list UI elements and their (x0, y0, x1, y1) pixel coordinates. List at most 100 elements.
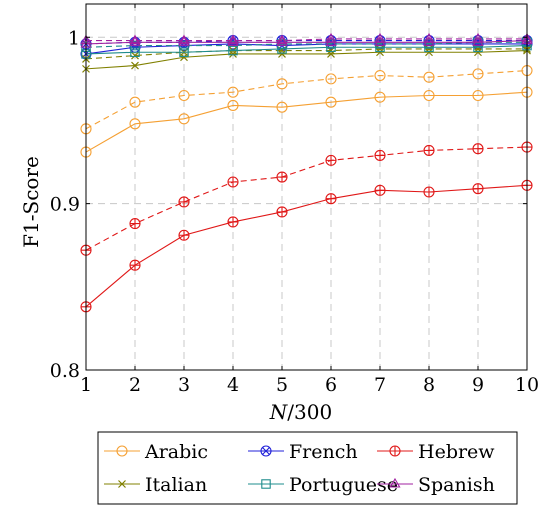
point-hebrew-dashed-4 (227, 176, 239, 188)
series-layer (80, 32, 533, 313)
series-arabic-dashed (80, 64, 533, 135)
point-spanish-solid-3 (178, 36, 190, 46)
legend-label-hebrew: Hebrew (418, 441, 495, 463)
x-tick-label-9: 9 (472, 374, 484, 396)
x-tick-label-5: 5 (276, 374, 288, 396)
point-arabic-dashed-7 (374, 69, 386, 82)
point-arabic-solid-3 (178, 113, 190, 125)
series-hebrew-solid (80, 179, 533, 313)
legend: Arabic French Hebrew Italian Portuguese Spani… (97, 431, 518, 505)
point-spanish-dashed-2 (129, 34, 141, 45)
point-italian-solid-9 (474, 48, 482, 57)
x-tick-label-3: 3 (178, 374, 190, 396)
point-italian-solid-2 (131, 61, 139, 70)
point-spanish-dashed-9 (472, 32, 484, 43)
x-tick-label-4: 4 (227, 374, 239, 396)
point-spanish-dashed-6 (325, 32, 337, 43)
point-spanish-dashed-4 (227, 34, 239, 45)
legend-item-french: French (248, 441, 358, 463)
point-hebrew-dashed-2 (129, 218, 141, 230)
point-spanish-dashed-3 (178, 34, 190, 45)
point-arabic-solid-6 (325, 96, 337, 108)
x-tick-label-6: 6 (325, 374, 337, 396)
point-hebrew-dashed-6 (325, 154, 337, 166)
point-hebrew-solid-9 (472, 183, 484, 195)
x-tick-label-8: 8 (423, 374, 435, 396)
series-line-italian-dashed (85, 48, 527, 60)
legend-label-italian: Italian (145, 474, 207, 496)
series-line-italian-solid (85, 50, 528, 70)
point-arabic-dashed-5 (276, 78, 288, 90)
point-arabic-solid-8 (423, 89, 435, 102)
series-hebrew-dashed (80, 141, 533, 256)
legend-item-arabic: Arabic (104, 441, 208, 463)
point-hebrew-dashed-3 (178, 196, 190, 208)
series-line-portuguese-dashed (85, 41, 527, 48)
point-spanish-dashed-7 (374, 32, 386, 43)
legend-marker-french (260, 445, 272, 457)
point-spanish-dashed-8 (423, 32, 435, 43)
series-line-arabic-dashed (85, 69, 528, 130)
point-spanish-solid-5 (276, 36, 288, 46)
legend-marker-hebrew (389, 445, 401, 457)
series-line-hebrew-solid (85, 184, 528, 308)
series-line-french-solid (85, 43, 527, 55)
grid (86, 4, 527, 370)
point-italian-solid-5 (278, 49, 286, 58)
point-arabic-dashed-2 (129, 96, 141, 108)
series-line-spanish-dashed (86, 38, 527, 42)
legend-label-spanish: Spanish (418, 474, 495, 496)
point-hebrew-dashed-9 (472, 143, 484, 155)
legend-marker-arabic (116, 445, 128, 457)
series-italian-solid (82, 46, 531, 73)
point-arabic-dashed-4 (227, 86, 239, 98)
series-arabic-solid (80, 86, 533, 158)
x-tick-label-2: 2 (129, 374, 141, 396)
legend-item-italian: Italian (104, 474, 207, 496)
point-arabic-dashed-3 (178, 89, 190, 102)
point-spanish-solid-7 (374, 36, 386, 46)
legend-marker-spanish (389, 477, 401, 488)
point-hebrew-solid-8 (423, 186, 435, 198)
x-axis-title: N/300 (269, 400, 332, 424)
x-axis-title-rest: /300 (287, 400, 332, 424)
point-spanish-solid-8 (423, 36, 435, 46)
point-hebrew-solid-6 (325, 193, 337, 205)
legend-marker-italian (118, 480, 126, 488)
series-line-hebrew-dashed (85, 146, 528, 251)
legend-label-french: French (289, 441, 358, 463)
x-tick-label-10: 10 (515, 374, 539, 396)
y-tick-label-1: 1 (68, 27, 80, 49)
legend-item-portuguese: Portuguese (248, 474, 398, 496)
y-tick-label-0-8: 0.8 (50, 360, 80, 382)
point-arabic-dashed-6 (325, 73, 337, 85)
point-italian-solid-7 (376, 48, 384, 57)
point-portuguese-solid-4 (228, 45, 238, 56)
legend-item-hebrew: Hebrew (377, 441, 495, 463)
point-portuguese-solid-9 (473, 42, 483, 53)
plot-frame (85, 3, 528, 371)
point-arabic-solid-5 (276, 101, 288, 113)
point-arabic-solid-9 (472, 89, 484, 102)
legend-item-spanish: Spanish (377, 474, 495, 496)
x-tick-label-7: 7 (374, 374, 386, 396)
x-axis-title-variable: N (269, 400, 289, 424)
point-italian-dashed-2 (131, 51, 139, 60)
point-hebrew-solid-7 (374, 184, 386, 196)
point-hebrew-dashed-5 (276, 171, 288, 183)
point-arabic-dashed-9 (472, 68, 484, 80)
point-arabic-dashed-8 (423, 71, 435, 83)
legend-label-arabic: Arabic (144, 441, 208, 463)
point-portuguese-solid-3 (179, 47, 189, 57)
y-axis-title: F1-Score (19, 156, 43, 248)
point-spanish-solid-9 (472, 36, 484, 46)
point-spanish-solid-6 (325, 36, 337, 46)
series-line-spanish-solid (85, 40, 528, 45)
legend-label-portuguese: Portuguese (289, 474, 398, 496)
series-line-portuguese-solid (85, 45, 528, 55)
point-italian-solid-8 (425, 48, 433, 57)
point-hebrew-solid-2 (129, 259, 141, 271)
point-hebrew-solid-5 (276, 206, 288, 218)
point-hebrew-dashed-7 (374, 149, 386, 161)
